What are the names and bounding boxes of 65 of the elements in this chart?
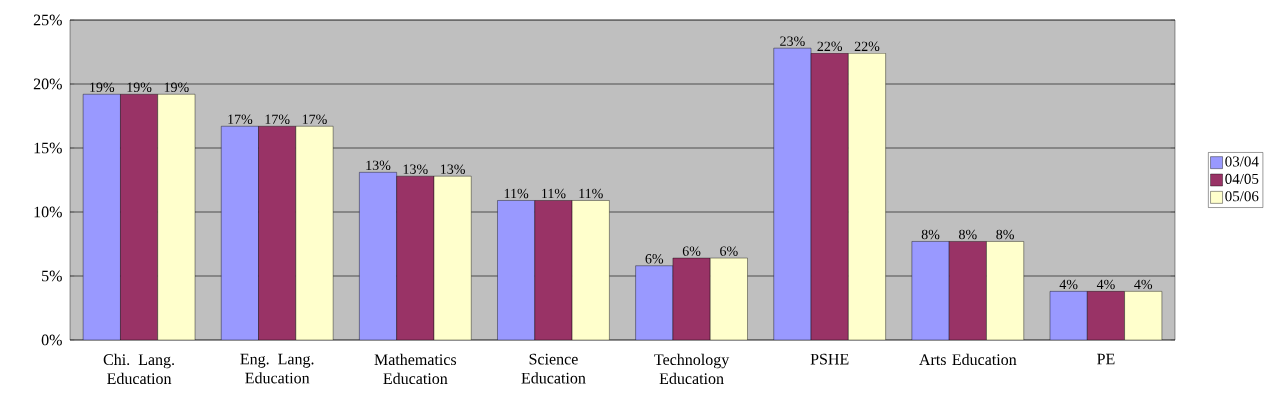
legend-label: 04/05 bbox=[1225, 173, 1259, 184]
data-label: 8% bbox=[959, 229, 977, 240]
data-label: 17% bbox=[228, 114, 253, 125]
bar bbox=[396, 175, 435, 340]
data-label: 13% bbox=[441, 164, 465, 174]
bar bbox=[295, 126, 334, 340]
y-tick-label: 0% bbox=[41, 334, 62, 346]
data-label: 19% bbox=[90, 82, 115, 93]
bar bbox=[433, 175, 472, 340]
bar bbox=[221, 126, 259, 340]
bar bbox=[82, 94, 121, 340]
data-label: 11% bbox=[504, 188, 529, 199]
x-tick-label: Arts Education bbox=[919, 353, 1017, 366]
legend-label: 05/06 bbox=[1225, 191, 1259, 202]
bar bbox=[810, 53, 849, 340]
x-tick-label: PSHE bbox=[810, 353, 849, 365]
legend-label: 03/04 bbox=[1225, 156, 1259, 167]
x-tick-label: PE bbox=[1097, 353, 1115, 365]
y-tick-label: 5% bbox=[42, 270, 62, 282]
bar bbox=[534, 200, 573, 340]
bar bbox=[1087, 291, 1125, 340]
data-label: 4% bbox=[1096, 279, 1115, 290]
data-label: 23% bbox=[780, 36, 805, 46]
bar bbox=[773, 47, 812, 340]
data-label: 13% bbox=[366, 160, 391, 171]
data-label: 22% bbox=[854, 41, 880, 52]
data-label: 17% bbox=[265, 114, 290, 125]
y-tick-label: 10% bbox=[34, 206, 62, 218]
bar bbox=[497, 200, 535, 340]
data-label: 8% bbox=[921, 229, 940, 240]
bar bbox=[571, 200, 610, 340]
y-tick-label: 20% bbox=[33, 78, 62, 90]
bar bbox=[1049, 291, 1088, 340]
data-label: 4% bbox=[1059, 279, 1078, 290]
bar bbox=[120, 94, 158, 340]
bar bbox=[359, 172, 397, 340]
x-tick-label: Chi. Lang. Education bbox=[103, 353, 174, 385]
data-label: 17% bbox=[302, 114, 327, 125]
bar bbox=[258, 126, 297, 340]
bar bbox=[1124, 291, 1163, 340]
bar bbox=[848, 53, 886, 340]
bar bbox=[710, 257, 748, 340]
x-tick-label: Mathematics Education bbox=[374, 353, 457, 385]
data-label: 13% bbox=[403, 164, 428, 174]
x-tick-label: Eng. Lang. Education bbox=[240, 353, 314, 384]
data-label: 11% bbox=[579, 188, 603, 199]
x-tick-label: Technology Education bbox=[654, 353, 730, 385]
data-label: 8% bbox=[996, 229, 1014, 240]
bar bbox=[157, 94, 196, 340]
bar bbox=[911, 241, 950, 340]
data-label: 22% bbox=[817, 41, 843, 52]
data-label: 19% bbox=[164, 82, 189, 93]
bar bbox=[948, 241, 987, 340]
bar bbox=[672, 257, 711, 340]
y-tick-label: 25% bbox=[33, 14, 62, 26]
data-label: 6% bbox=[682, 246, 701, 256]
data-label: 4% bbox=[1134, 279, 1153, 290]
y-tick-label: 15% bbox=[34, 142, 62, 154]
data-label: 6% bbox=[645, 254, 664, 264]
data-label: 11% bbox=[542, 188, 566, 199]
data-label: 19% bbox=[127, 82, 152, 93]
data-label: 6% bbox=[720, 246, 738, 256]
bar bbox=[635, 265, 674, 340]
bar bbox=[986, 241, 1024, 340]
x-tick-label: Science Education bbox=[521, 353, 586, 384]
